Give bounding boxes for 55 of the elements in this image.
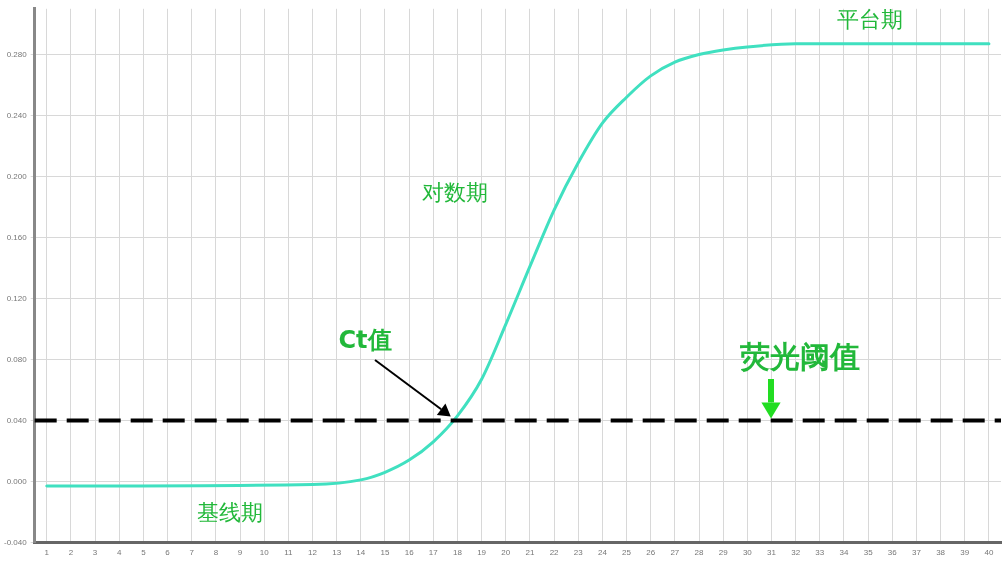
- x-tick-label: 29: [718, 548, 729, 558]
- x-tick-label: 2: [68, 548, 74, 558]
- x-tick-label: 7: [189, 548, 195, 558]
- x-tick-label: 22: [549, 548, 560, 558]
- x-tick-label: 12: [308, 548, 318, 558]
- x-tick-label: 25: [622, 548, 632, 558]
- x-tick-label: 1: [44, 548, 50, 558]
- x-tick-label: 32: [791, 548, 801, 558]
- x-tick-label: 6: [165, 548, 171, 558]
- x-tick-label: 3: [92, 548, 98, 558]
- x-tick-label: 28: [694, 548, 705, 558]
- x-tick-label: 18: [452, 548, 463, 558]
- annotation: 对数期: [422, 179, 488, 207]
- annotation: Ct值: [338, 325, 392, 356]
- x-tick-label: 36: [887, 548, 898, 558]
- x-tick-label: 37: [911, 548, 922, 558]
- y-tick-label: 0.160: [6, 232, 28, 242]
- y-tick-label: 0.240: [6, 110, 28, 120]
- x-tick-label: 27: [670, 548, 680, 558]
- x-tick-label: 13: [332, 548, 342, 558]
- line-series: [45, 42, 991, 488]
- x-tick-label: 4: [117, 548, 123, 558]
- x-tick-label: 10: [259, 548, 270, 558]
- y-tick-label: 0.280: [6, 49, 28, 59]
- x-tick-label: 35: [863, 548, 874, 558]
- x-tick-label: 34: [839, 548, 849, 558]
- x-tick-label: 11: [284, 548, 294, 558]
- x-tick-label: 33: [815, 548, 825, 558]
- y-tick-label: 0.000: [6, 476, 28, 486]
- y-tick-label: 0.080: [6, 354, 28, 364]
- x-tick-label: 5: [141, 548, 147, 558]
- annotation: 平台期: [837, 6, 903, 34]
- x-tick-label: 19: [477, 548, 487, 558]
- x-tick-label: 40: [984, 548, 994, 558]
- x-tick-label: 16: [404, 548, 415, 558]
- y-tick-label: 0.040: [6, 415, 28, 425]
- x-tick-label: 20: [501, 548, 511, 558]
- x-tick-label: 14: [356, 548, 366, 558]
- annotation: 基线期: [197, 499, 263, 527]
- x-tick-label: 15: [380, 548, 390, 558]
- y-tick-label: -0.040: [4, 537, 28, 547]
- x-tick-label: 31: [767, 548, 777, 558]
- x-tick-label: 24: [597, 548, 608, 558]
- y-tick-label: 0.120: [6, 293, 28, 303]
- x-tick-label: 21: [525, 548, 535, 558]
- x-tick-label: 26: [646, 548, 656, 558]
- x-tick-label: 38: [936, 548, 946, 558]
- annotation: 荧光阈值: [740, 337, 860, 376]
- x-tick-label: 9: [237, 548, 243, 558]
- x-tick-label: 39: [960, 548, 970, 558]
- x-tick-label: 23: [573, 548, 584, 558]
- y-tick-label: 0.200: [6, 171, 28, 181]
- x-tick-label: 30: [742, 548, 753, 558]
- x-tick-label: 17: [428, 548, 439, 558]
- x-tick-label: 8: [213, 548, 219, 558]
